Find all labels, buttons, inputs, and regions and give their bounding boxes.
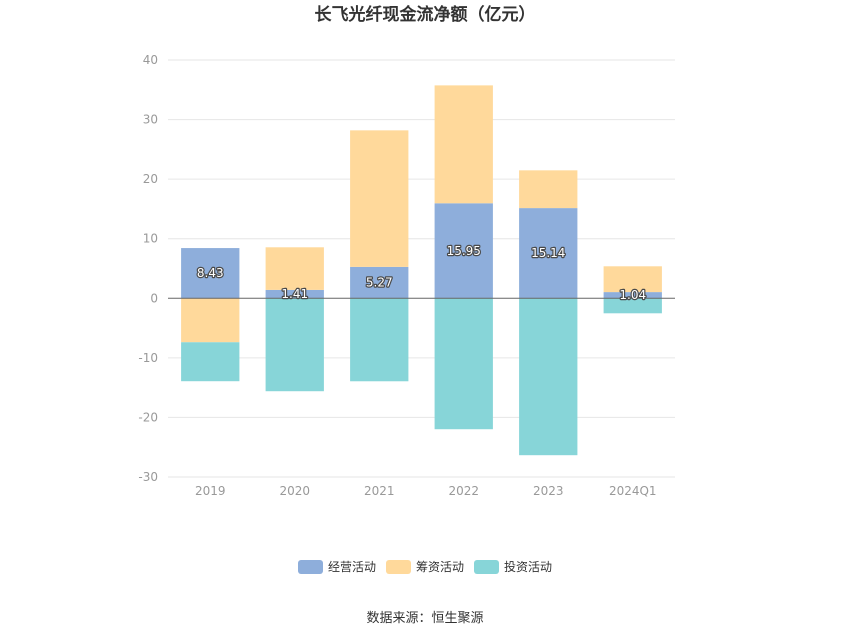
bar-series-2-2024Q1[interactable] bbox=[603, 298, 662, 314]
bar-series-1-2022[interactable] bbox=[434, 85, 493, 204]
y-tick-label: 10 bbox=[143, 232, 158, 246]
y-tick-label: 20 bbox=[143, 172, 158, 186]
bar-series-2-2019[interactable] bbox=[181, 342, 240, 382]
x-tick-label: 2019 bbox=[195, 484, 226, 498]
x-tick-label: 2024Q1 bbox=[609, 484, 657, 498]
data-label: 8.43 bbox=[197, 266, 224, 280]
bar-series-1-2023[interactable] bbox=[519, 170, 578, 209]
legend-label: 投资活动 bbox=[504, 559, 552, 574]
legend-item[interactable]: 筹资活动 bbox=[386, 560, 464, 574]
legend-item[interactable]: 投资活动 bbox=[474, 559, 552, 574]
data-label: 5.27 bbox=[366, 276, 393, 290]
x-tick-label: 2020 bbox=[279, 484, 310, 498]
x-tick-label: 2022 bbox=[448, 484, 479, 498]
grid bbox=[168, 59, 675, 478]
legend-label: 筹资活动 bbox=[416, 560, 464, 574]
legend-swatch bbox=[298, 560, 323, 574]
bar-series-1-2024Q1[interactable] bbox=[603, 266, 662, 293]
y-tick-label: -20 bbox=[138, 410, 158, 424]
data-labels: 8.43 1.41 5.27 15.95 15.14 1.04 bbox=[196, 243, 648, 304]
bar-series-2-2023[interactable] bbox=[519, 298, 578, 456]
bar-series-1-2019[interactable] bbox=[181, 298, 240, 343]
data-label: 1.04 bbox=[619, 288, 646, 302]
legend-swatch bbox=[386, 560, 411, 574]
bar-series-0-2019[interactable] bbox=[181, 248, 240, 299]
bar-series-0-2020[interactable] bbox=[265, 289, 324, 299]
bar-series-0-2021[interactable] bbox=[350, 266, 409, 299]
chart-title: 长飞光纤现金流净额（亿元） bbox=[315, 4, 536, 25]
data-source: 数据来源：恒生聚源 bbox=[366, 611, 483, 626]
bar-series-1-2020[interactable] bbox=[265, 247, 324, 290]
legend-item[interactable]: 经营活动 bbox=[298, 560, 376, 574]
y-tick-label: -30 bbox=[138, 470, 158, 484]
y-tick-label: 30 bbox=[143, 113, 158, 127]
bar-series-2-2022[interactable] bbox=[434, 298, 493, 430]
data-label: 15.95 bbox=[447, 244, 481, 258]
x-tick-label: 2021 bbox=[364, 484, 395, 498]
bar-series-2-2020[interactable] bbox=[265, 298, 324, 392]
bar-series-1-2021[interactable] bbox=[350, 130, 409, 267]
legend-label: 经营活动 bbox=[328, 560, 376, 574]
y-tick-label: -10 bbox=[138, 351, 158, 365]
bars bbox=[181, 85, 662, 456]
bar-series-0-2022[interactable] bbox=[434, 203, 493, 299]
y-tick-label: 40 bbox=[143, 53, 158, 67]
legend-swatch bbox=[474, 560, 499, 574]
y-tick-label: 0 bbox=[150, 291, 158, 305]
data-label: 1.41 bbox=[281, 287, 308, 301]
axes: 40 30 20 10 0 -10 -20 -30 2019 2020 2021 2022 2023 20… bbox=[138, 53, 675, 498]
bar-series-2-2021[interactable] bbox=[350, 298, 409, 382]
data-label: 15.14 bbox=[531, 246, 565, 260]
x-tick-label: 2023 bbox=[533, 484, 564, 498]
bar-series-0-2024Q1[interactable] bbox=[603, 292, 662, 299]
legend: 经营活动 筹资活动 投资活动 bbox=[298, 559, 552, 574]
bar-series-0-2023[interactable] bbox=[519, 208, 578, 299]
